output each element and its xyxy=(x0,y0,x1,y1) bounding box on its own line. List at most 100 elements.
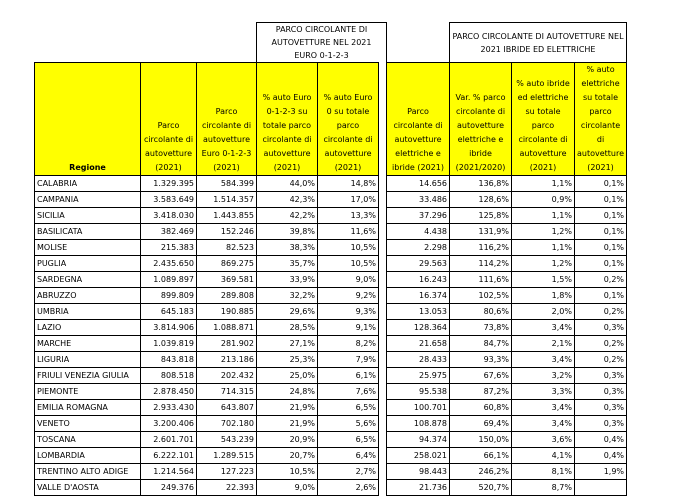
cell-var-electric-hybrid: 66,1% xyxy=(449,447,512,464)
cell-fleet-electric-hybrid: 100.701 xyxy=(386,399,450,416)
column-header-fleet-euro0123: Parco circolante di autovetture Euro 0-1… xyxy=(196,62,257,176)
cell-fleet-electric-hybrid: 4.438 xyxy=(386,223,450,240)
cell-fleet-total: 6.222.101 xyxy=(140,447,197,464)
cell-pct-euro0: 14,8% xyxy=(317,175,379,192)
table-body: CALABRIA 1.329.395 584.399 44,0% 14,8% 14.656… xyxy=(34,175,628,496)
cell-region: EMILIA ROMAGNA xyxy=(34,399,141,416)
cell-pct-hybrid-electric: 1,2% xyxy=(511,223,575,240)
table-row: TRENTINO ALTO ADIGE 1.214.564 127.223 10,5%… xyxy=(34,463,628,480)
cell-pct-euro0: 2,7% xyxy=(317,463,379,480)
cell-fleet-euro0123: 702.180 xyxy=(196,415,257,432)
cell-fleet-euro0123: 281.902 xyxy=(196,335,257,352)
cell-var-electric-hybrid: 93,3% xyxy=(449,351,512,368)
cell-region: MOLISE xyxy=(34,239,141,256)
cell-region: ABRUZZO xyxy=(34,287,141,304)
cell-pct-hybrid-electric: 3,2% xyxy=(511,367,575,384)
cell-fleet-euro0123: 1.088.871 xyxy=(196,319,257,336)
table-row: SICILIA 3.418.030 1.443.855 42,2% 13,3% 37.29… xyxy=(34,207,628,224)
cell-pct-euro0123: 29,6% xyxy=(256,303,318,320)
cell-fleet-total: 808.518 xyxy=(140,367,197,384)
cell-fleet-euro0123: 369.581 xyxy=(196,271,257,288)
table-row: LIGURIA 843.818 213.186 25,3% 7,9% 28.433 93,3… xyxy=(34,351,628,368)
cell-fleet-euro0123: 22.393 xyxy=(196,479,257,496)
cell-var-electric-hybrid: 125,8% xyxy=(449,207,512,224)
cell-pct-euro0123: 27,1% xyxy=(256,335,318,352)
cell-fleet-electric-hybrid: 128.364 xyxy=(386,319,450,336)
cell-pct-euro0: 6,1% xyxy=(317,367,379,384)
cell-fleet-euro0123: 152.246 xyxy=(196,223,257,240)
cell-var-electric-hybrid: 246,2% xyxy=(449,463,512,480)
cell-fleet-electric-hybrid: 2.298 xyxy=(386,239,450,256)
cell-pct-euro0: 11,6% xyxy=(317,223,379,240)
cell-var-electric-hybrid: 87,2% xyxy=(449,383,512,400)
cell-pct-euro0: 9,3% xyxy=(317,303,379,320)
cell-pct-electric: 0,2% xyxy=(573,335,628,352)
cell-pct-euro0: 5,6% xyxy=(317,415,379,432)
cell-var-electric-hybrid: 84,7% xyxy=(449,335,512,352)
column-header-fleet-electric-hybrid: Parco circolante di autovetture elettric… xyxy=(386,62,450,176)
cell-fleet-electric-hybrid: 98.443 xyxy=(386,463,450,480)
table-row: VENETO 3.200.406 702.180 21,9% 5,6% 108.878 69… xyxy=(34,415,628,432)
cell-fleet-electric-hybrid: 16.243 xyxy=(386,271,450,288)
cell-fleet-electric-hybrid: 16.374 xyxy=(386,287,450,304)
cell-pct-hybrid-electric: 8,7% xyxy=(511,479,575,496)
cell-pct-euro0123: 35,7% xyxy=(256,255,318,272)
cell-region: BASILICATA xyxy=(34,223,141,240)
cell-pct-euro0: 17,0% xyxy=(317,191,379,208)
cell-pct-euro0: 9,0% xyxy=(317,271,379,288)
cell-fleet-euro0123: 127.223 xyxy=(196,463,257,480)
cell-var-electric-hybrid: 73,8% xyxy=(449,319,512,336)
cell-region: CAMPANIA xyxy=(34,191,141,208)
cell-var-electric-hybrid: 69,4% xyxy=(449,415,512,432)
cell-pct-electric: 0,1% xyxy=(573,175,628,192)
cell-fleet-total: 3.200.406 xyxy=(140,415,197,432)
cell-fleet-total: 2.601.701 xyxy=(140,431,197,448)
cell-fleet-total: 3.814.906 xyxy=(140,319,197,336)
cell-pct-euro0123: 39,8% xyxy=(256,223,318,240)
cell-region: VALLE D'AOSTA xyxy=(34,479,141,496)
cell-pct-electric: 0,1% xyxy=(573,239,628,256)
cell-region: LAZIO xyxy=(34,319,141,336)
cell-pct-electric: 0,3% xyxy=(573,415,628,432)
cell-fleet-euro0123: 213.186 xyxy=(196,351,257,368)
cell-fleet-electric-hybrid: 21.658 xyxy=(386,335,450,352)
cell-fleet-electric-hybrid: 94.374 xyxy=(386,431,450,448)
cell-pct-euro0123: 9,0% xyxy=(256,479,318,496)
column-header-pct-euro0123: % auto Euro 0-1-2-3 su totale parco circ… xyxy=(256,62,318,176)
cell-fleet-electric-hybrid: 258.021 xyxy=(386,447,450,464)
cell-region: PIEMONTE xyxy=(34,383,141,400)
cell-fleet-euro0123: 82.523 xyxy=(196,239,257,256)
table-row: UMBRIA 645.183 190.885 29,6% 9,3% 13.053 80,6%… xyxy=(34,303,628,320)
cell-fleet-euro0123: 289.808 xyxy=(196,287,257,304)
cell-pct-hybrid-electric: 3,4% xyxy=(511,399,575,416)
cell-fleet-electric-hybrid: 95.538 xyxy=(386,383,450,400)
cell-fleet-euro0123: 714.315 xyxy=(196,383,257,400)
cell-fleet-electric-hybrid: 28.433 xyxy=(386,351,450,368)
cell-pct-electric: 0,3% xyxy=(573,399,628,416)
cell-pct-euro0123: 25,3% xyxy=(256,351,318,368)
cell-pct-euro0: 13,3% xyxy=(317,207,379,224)
column-header-fleet-total: Parco circolante di autovetture (2021) xyxy=(140,62,197,176)
table-row: FRIULI VENEZIA GIULIA 808.518 202.432 25,0%… xyxy=(34,367,628,384)
cell-fleet-total: 3.418.030 xyxy=(140,207,197,224)
table-row: BASILICATA 382.469 152.246 39,8% 11,6% 4.438 1… xyxy=(34,223,628,240)
cell-pct-hybrid-electric: 8,1% xyxy=(511,463,575,480)
column-header-row: Regione Parco circolante di autovetture … xyxy=(34,62,628,176)
cell-region: SICILIA xyxy=(34,207,141,224)
cell-pct-euro0123: 24,8% xyxy=(256,383,318,400)
cell-fleet-euro0123: 584.399 xyxy=(196,175,257,192)
group-header-row: PARCO CIRCOLANTE DI AUTOVETTURE NEL 2021… xyxy=(35,22,628,63)
cell-region: LIGURIA xyxy=(34,351,141,368)
cell-pct-hybrid-electric: 1,1% xyxy=(511,207,575,224)
cell-fleet-total: 2.435.650 xyxy=(140,255,197,272)
cell-fleet-electric-hybrid: 25.975 xyxy=(386,367,450,384)
cell-var-electric-hybrid: 102,5% xyxy=(449,287,512,304)
column-header-var-electric-hybrid: Var. % parco circolante di autovetture e… xyxy=(449,62,512,176)
table-row: VALLE D'AOSTA 249.376 22.393 9,0% 2,6% 21.736… xyxy=(34,479,628,496)
cell-fleet-euro0123: 190.885 xyxy=(196,303,257,320)
cell-region: PUGLIA xyxy=(34,255,141,272)
cell-fleet-total: 899.809 xyxy=(140,287,197,304)
cell-fleet-electric-hybrid: 108.878 xyxy=(386,415,450,432)
cell-fleet-euro0123: 1.443.855 xyxy=(196,207,257,224)
cell-pct-hybrid-electric: 3,3% xyxy=(511,383,575,400)
